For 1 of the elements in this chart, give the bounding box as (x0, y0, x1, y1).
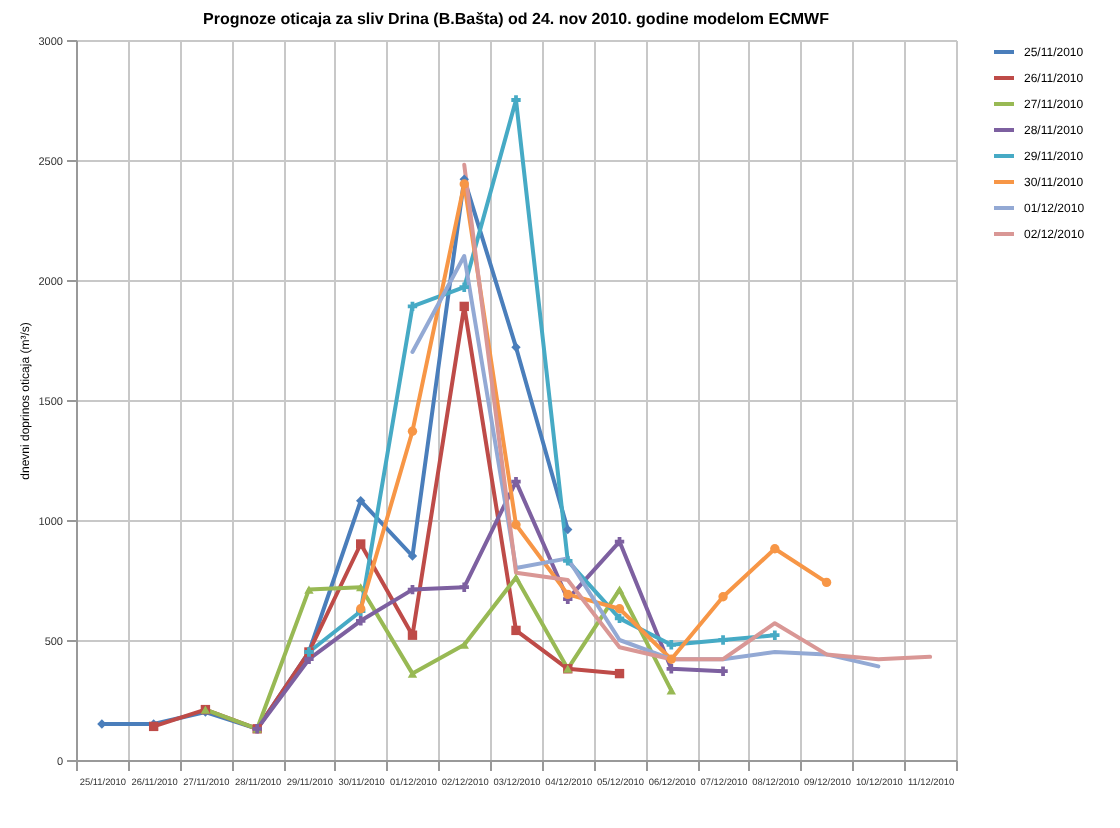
chart-title: Prognoze oticaja za sliv Drina (B.Bašta) od 24. nov 2010. godine modelom ECMWF (203, 10, 830, 28)
